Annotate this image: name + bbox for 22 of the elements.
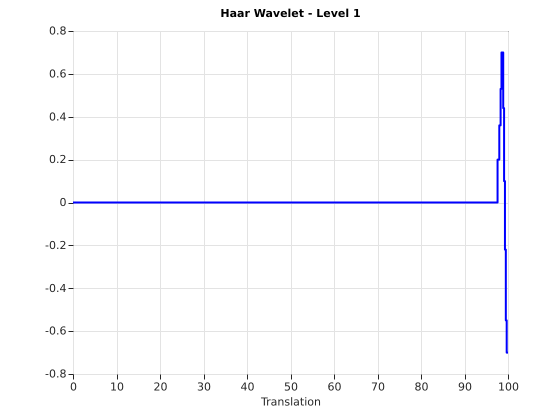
y-tick-label: -0.8 [45,368,66,380]
x-tick-label: 100 [498,380,519,394]
y-tick-label: 0.4 [49,110,66,124]
x-tick-label: 10 [110,380,124,394]
x-tick-label: 90 [458,380,472,394]
y-tick-label: -0.2 [45,238,66,252]
y-tick-label: 0.6 [49,67,66,80]
x-tick-label: 50 [284,380,298,394]
y-tick-label: 0 [60,196,66,209]
chart-title: Haar Wavelet - Level 1 [220,7,361,20]
x-tick-label: 40 [240,380,254,394]
y-tick-label: -0.6 [45,324,66,338]
x-axis-title: Translation [260,396,321,408]
x-tick-label: 80 [414,380,428,394]
x-tick-label: 70 [371,380,385,394]
y-tick-label: 0.2 [49,153,66,166]
y-tick-label: -0.4 [45,282,66,295]
x-tick-label: 0 [70,380,77,394]
x-tick-label: 20 [154,380,168,394]
y-tick-label: 0.8 [49,24,66,38]
x-tick-label: 60 [328,380,342,394]
x-tick-label: 30 [197,380,211,394]
